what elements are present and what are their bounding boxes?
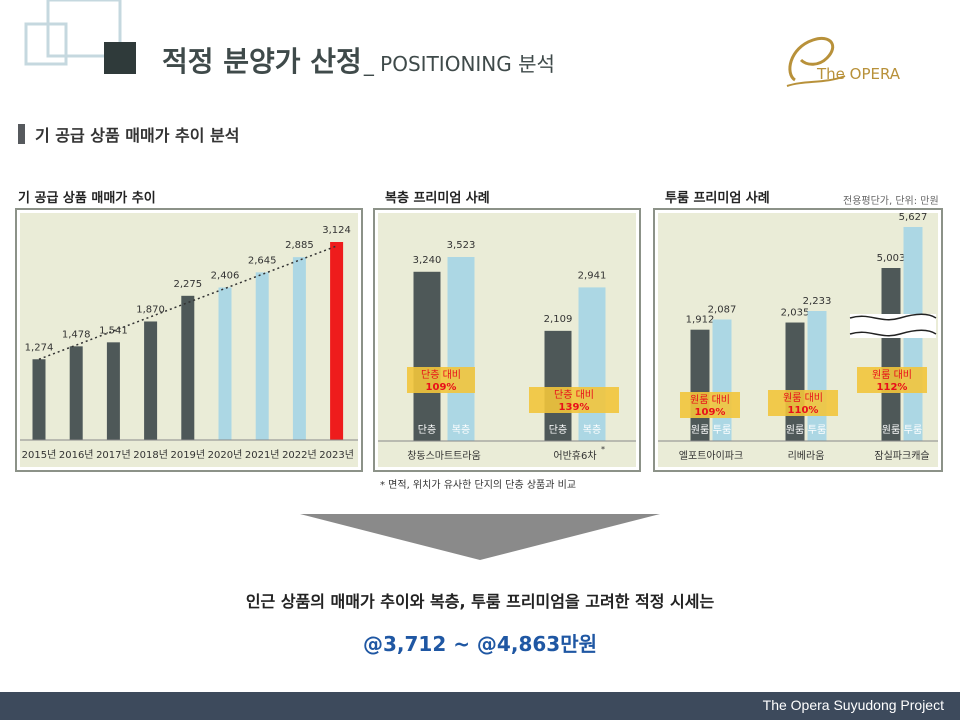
axis-break-line-top: [849, 313, 937, 321]
bar-리베라움-원룸: [785, 322, 805, 441]
value-label-2018년: 1,870: [136, 304, 165, 315]
value-label-엘포트아이파크-투룸: 2,087: [708, 304, 737, 315]
category-label-2017년: 2017년: [96, 449, 131, 461]
category-label-2018년: 2018년: [133, 449, 168, 461]
bar-2016년: [69, 346, 83, 440]
category-label-2020년: 2020년: [208, 449, 243, 461]
badge-엘포트아이파크-value: 109%: [695, 407, 726, 418]
value-label-리베라움-원룸: 2,035: [781, 308, 810, 319]
group-label-창동스마트트라움: 창동스마트트라움: [407, 450, 481, 462]
bar-엘포트아이파크-투룸: [712, 319, 732, 441]
footer-bar: The Opera Suyudong Project: [0, 692, 960, 720]
badge-창동스마트트라움-label: 단층 대비: [421, 369, 461, 381]
section-marker: [18, 124, 25, 144]
badge-잠실파크캐슬-label: 원룸 대비: [872, 369, 912, 381]
bar-잠실파크캐슬-원룸: [881, 268, 901, 441]
opera-logo: The OPERA: [786, 37, 901, 87]
group-mark-어반휴6차: *: [601, 445, 605, 454]
value-label-2021년: 2,645: [248, 255, 277, 266]
price-range: @3,712 ~ @4,863만원: [362, 632, 597, 656]
value-label-2019년: 2,275: [173, 279, 202, 290]
badge-잠실파크캐슬: [857, 367, 927, 393]
value-label-어반휴6차-복층: 2,941: [578, 270, 607, 281]
value-label-리베라움-투룸: 2,233: [803, 296, 832, 307]
category-label-2022년: 2022년: [282, 449, 317, 461]
category-label-2023년: 2023년: [319, 449, 354, 461]
unit-note: 전용평단가, 단위: 만원: [843, 196, 939, 207]
bar-2022년: [292, 257, 306, 440]
bar-창동스마트트라움-복층: [447, 257, 475, 441]
value-label-2020년: 2,406: [211, 271, 240, 282]
bar-2018년: [144, 321, 158, 440]
badge-어반휴6차: [529, 387, 619, 413]
category-label-2021년: 2021년: [245, 449, 280, 461]
panel-title-tworoom: 투룸 프리미엄 사례: [665, 191, 770, 206]
conclusion-text: 인근 상품의 매매가 추이와 복층, 투룸 프리미엄을 고려한 적정 시세는: [245, 592, 715, 611]
badge-어반휴6차-label: 단층 대비: [554, 389, 594, 401]
bar-어반휴6차-복층: [578, 287, 606, 441]
panel-title-trend: 기 공급 상품 매매가 추이: [18, 191, 156, 206]
value-label-2015년: 1,274: [25, 342, 54, 353]
bar-label-어반휴6차-단층: 단층: [549, 424, 567, 436]
value-label-어반휴6차-단층: 2,109: [544, 314, 573, 325]
bar-2021년: [255, 272, 269, 440]
group-label-잠실파크캐슬: 잠실파크캐슬: [874, 450, 929, 462]
bar-리베라움-투룸: [807, 311, 827, 441]
category-label-2015년: 2015년: [22, 449, 57, 461]
badge-잠실파크캐슬-value: 112%: [877, 382, 908, 393]
charts-canvas: 1,274 2015년 1,478 2016년 1,541 2017년 1,870 2018년…: [15, 208, 943, 472]
page-subtitle: _ POSITIONING 분석: [363, 52, 555, 76]
value-label-2022년: 2,885: [285, 240, 314, 251]
value-label-2016년: 1,478: [62, 329, 91, 340]
bar-label-어반휴6차-복층: 복층: [583, 424, 601, 436]
badge-리베라움-value: 110%: [788, 405, 819, 416]
section-title: 기 공급 상품 매매가 추이 분석: [35, 126, 240, 145]
logo-text: The OPERA: [816, 65, 901, 83]
down-arrow-icon: [300, 514, 660, 560]
bar-label-창동스마트트라움-복층: 복층: [452, 424, 470, 436]
bar-2020년: [218, 287, 232, 440]
trend-line: [38, 245, 337, 360]
bar-label-엘포트아이파크-원룸: 원룸: [691, 424, 709, 436]
badge-창동스마트트라움-value: 109%: [426, 382, 457, 393]
badge-창동스마트트라움: [407, 367, 475, 393]
footnote: * 면적, 위치가 유사한 단지의 단층 상품과 비교: [380, 480, 577, 491]
bar-어반휴6차-단층: [544, 330, 572, 441]
axis-break: [850, 314, 936, 338]
badge-엘포트아이파크-label: 원룸 대비: [690, 394, 730, 406]
axis-break-line-bottom: [849, 329, 937, 337]
page-title-main: 적정 분양가 산정: [162, 45, 362, 78]
bar-label-잠실파크캐슬-투룸: 투룸: [904, 424, 922, 436]
category-label-2019년: 2019년: [170, 449, 205, 461]
value-label-2017년: 1,541: [99, 325, 128, 336]
bar-2015년: [32, 359, 46, 440]
panel-title-duplex: 복층 프리미엄 사례: [385, 191, 490, 206]
category-label-2016년: 2016년: [59, 449, 94, 461]
footer-text: The Opera Suyudong Project: [762, 697, 944, 713]
group-label-엘포트아이파크: 엘포트아이파크: [679, 449, 743, 462]
badge-엘포트아이파크: [680, 392, 740, 418]
bar-2017년: [106, 342, 120, 440]
page-title: 적정 분양가 산정 _ POSITIONING 분석: [162, 40, 555, 80]
value-label-잠실파크캐슬-투룸: 5,627: [899, 212, 928, 223]
group-label-어반휴6차: 어반휴6차: [553, 450, 596, 462]
bar-label-리베라움-원룸: 원룸: [786, 424, 804, 436]
bar-2023년: [330, 242, 344, 440]
value-label-창동스마트트라움-복층: 3,523: [447, 240, 476, 251]
badge-어반휴6차-value: 139%: [559, 402, 590, 413]
bar-label-창동스마트트라움-단층: 단층: [418, 424, 436, 436]
bar-label-리베라움-투룸: 투룸: [808, 424, 826, 436]
corner-decoration: [24, 0, 136, 74]
bar-label-엘포트아이파크-투룸: 투룸: [713, 424, 731, 436]
group-label-리베라움: 리베라움: [788, 450, 825, 462]
badge-리베라움: [768, 390, 838, 416]
bar-창동스마트트라움-단층: [413, 271, 441, 441]
value-label-2023년: 3,124: [322, 225, 351, 236]
bar-label-잠실파크캐슬-원룸: 원룸: [882, 424, 900, 436]
badge-리베라움-label: 원룸 대비: [783, 392, 823, 404]
value-label-엘포트아이파크-원룸: 1,912: [686, 315, 715, 326]
value-label-창동스마트트라움-단층: 3,240: [413, 255, 442, 266]
value-label-잠실파크캐슬-원룸: 5,003: [877, 253, 906, 264]
bar-2019년: [181, 295, 195, 440]
